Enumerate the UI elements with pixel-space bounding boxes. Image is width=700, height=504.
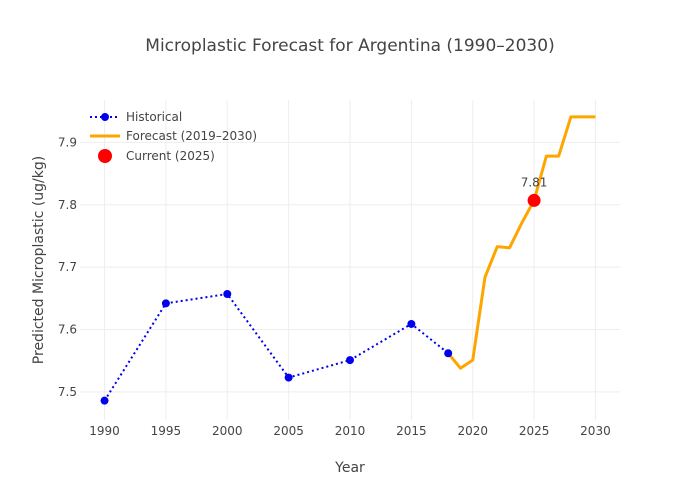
- x-tick-label-2015: 2015: [396, 424, 427, 438]
- legend: Historical Forecast (2019–2030) Current …: [90, 110, 257, 163]
- y-tick-label-2: 7.7: [58, 260, 77, 274]
- legend-item-historical[interactable]: Historical: [90, 110, 182, 124]
- x-tick-label-2000: 2000: [212, 424, 243, 438]
- current-point[interactable]: [527, 193, 541, 207]
- x-tick-label-2025: 2025: [519, 424, 550, 438]
- legend-current-label: Current (2025): [126, 149, 215, 163]
- y-tick-label-3: 7.8: [58, 198, 77, 212]
- series-layer: 7.81: [100, 115, 596, 405]
- forecast-line: [447, 115, 596, 370]
- x-tick-label-2005: 2005: [273, 424, 304, 438]
- historical-point-2000[interactable]: [223, 289, 232, 298]
- historical-point-2010[interactable]: [346, 356, 354, 365]
- y-tick-label-0: 7.5: [58, 385, 77, 399]
- x-tick-label-2020: 2020: [457, 424, 488, 438]
- y-axis-title: Predicted Microplastic (ug/kg): [31, 156, 47, 364]
- grid-layer: [80, 100, 620, 420]
- y-tick-label-1: 7.6: [58, 323, 77, 337]
- legend-item-current[interactable]: Current (2025): [98, 149, 215, 163]
- legend-historical-marker: [101, 113, 109, 121]
- historical-point-2005[interactable]: [284, 373, 293, 382]
- tick-layer: 1990 1995 2000 2005 2010 2015 2020 2025 2030 7.5 7…: [58, 135, 611, 438]
- x-tick-label-1995: 1995: [151, 424, 182, 438]
- historical-point-2018[interactable]: [444, 349, 453, 358]
- x-tick-label-2010: 2010: [335, 424, 366, 438]
- x-axis-title: Year: [334, 460, 365, 476]
- chart-title: Microplastic Forecast for Argentina (199…: [145, 36, 554, 56]
- legend-current-marker: [98, 149, 112, 163]
- y-tick-label-4: 7.9: [58, 135, 77, 149]
- current-value-label: 7.81: [521, 175, 548, 189]
- legend-forecast-label: Forecast (2019–2030): [126, 129, 257, 143]
- x-tick-label-1990: 1990: [89, 424, 120, 438]
- historical-point-1995[interactable]: [161, 299, 170, 308]
- historical-line: [103, 292, 449, 402]
- historical-point-2015[interactable]: [407, 319, 416, 328]
- historical-point-1990[interactable]: [100, 396, 109, 405]
- x-tick-label-2030: 2030: [580, 424, 611, 438]
- legend-item-forecast[interactable]: Forecast (2019–2030): [90, 129, 257, 143]
- legend-historical-label: Historical: [126, 110, 182, 124]
